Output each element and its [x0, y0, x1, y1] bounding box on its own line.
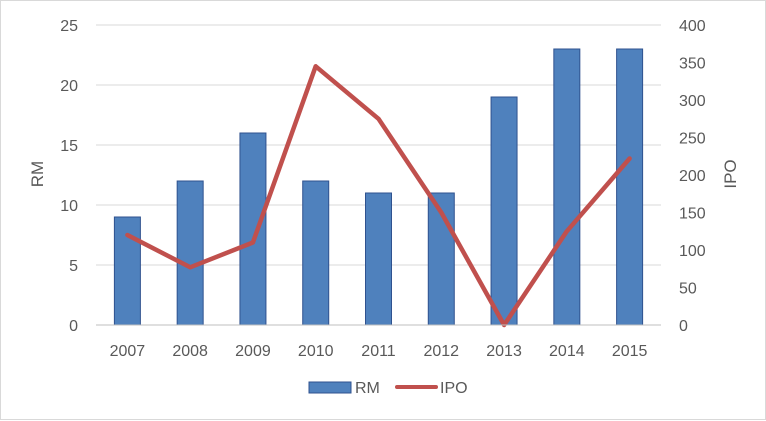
right-tick-label: 400: [679, 18, 706, 35]
right-tick-label: 250: [679, 131, 706, 148]
right-axis-ticks: 0 50 100 150 200 250 300 350 400: [679, 18, 706, 335]
rm-bar-2011: [366, 193, 392, 325]
right-axis-title: IPO: [721, 159, 740, 188]
x-tick-label: 2014: [549, 343, 585, 360]
rm-bar-2009: [240, 133, 266, 325]
x-tick-label: 2007: [110, 343, 146, 360]
legend: RM IPO: [309, 380, 468, 397]
right-tick-label: 100: [679, 243, 706, 260]
left-tick-label: 10: [60, 198, 78, 215]
x-tick-label: 2015: [612, 343, 648, 360]
legend-rm-label: RM: [355, 380, 380, 397]
right-tick-label: 300: [679, 93, 706, 110]
left-tick-label: 20: [60, 78, 78, 95]
rm-bars: [114, 49, 642, 325]
left-axis-ticks: 0 5 10 15 20 25: [60, 18, 78, 335]
legend-ipo-label: IPO: [440, 380, 468, 397]
left-tick-label: 25: [60, 18, 78, 35]
x-tick-label: 2010: [298, 343, 334, 360]
x-tick-label: 2011: [361, 343, 396, 360]
right-tick-label: 0: [679, 318, 688, 335]
rm-bar-2010: [303, 181, 329, 325]
rm-bar-2014: [554, 49, 580, 325]
x-tick-label: 2009: [235, 343, 271, 360]
left-axis-title: RM: [28, 161, 47, 187]
rm-bar-2015: [617, 49, 643, 325]
rm-bar-2013: [491, 97, 517, 325]
x-tick-label: 2012: [423, 343, 459, 360]
left-tick-label: 5: [69, 258, 78, 275]
right-tick-label: 350: [679, 56, 706, 73]
left-tick-label: 15: [60, 138, 78, 155]
rm-bar-2008: [177, 181, 203, 325]
x-axis-ticks: 2007 2008 2009 2010 2011 2012 2013 2014 2015: [110, 343, 648, 360]
left-tick-label: 0: [69, 318, 78, 335]
x-tick-label: 2013: [486, 343, 522, 360]
x-tick-label: 2008: [172, 343, 208, 360]
legend-rm-swatch: [309, 382, 351, 393]
right-tick-label: 150: [679, 206, 706, 223]
right-tick-label: 50: [679, 281, 697, 298]
right-tick-label: 200: [679, 168, 706, 185]
